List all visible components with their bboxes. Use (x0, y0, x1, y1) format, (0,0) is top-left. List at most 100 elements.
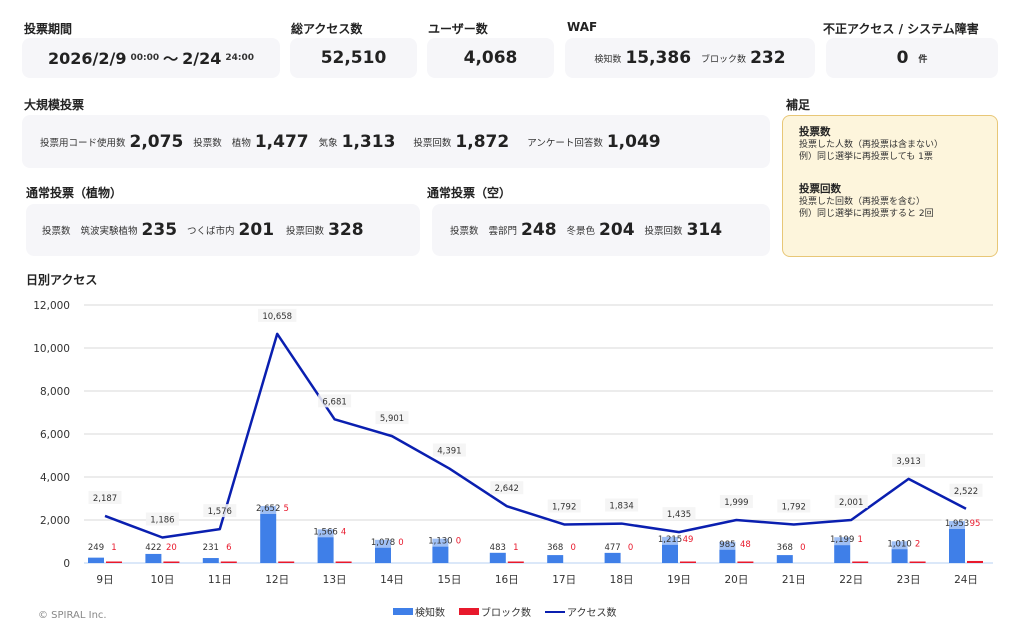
period-separator: ～ (163, 49, 179, 68)
access-value-label: 10,658 (262, 312, 292, 322)
large-vote-label: 大規模投票 (24, 98, 85, 112)
legend-block[interactable]: ブロック数 (459, 604, 531, 619)
block-bar[interactable] (278, 561, 295, 564)
plant-a-value: 235 (141, 220, 178, 240)
label-bg (545, 540, 566, 553)
incidents-value: 0 (896, 48, 909, 68)
access-value-label: 4,391 (437, 447, 461, 457)
label-bg (487, 540, 508, 553)
detect-value-label: 1,078 (371, 538, 395, 548)
x-tick-label: 16日 (495, 574, 519, 586)
detect-bar[interactable] (489, 552, 506, 563)
detect-bar[interactable] (604, 552, 621, 563)
waf-detect-label: 検知数 (594, 54, 622, 65)
period-label: 投票期間 (24, 22, 73, 36)
block-bar[interactable] (852, 561, 869, 564)
block-bar[interactable] (909, 561, 926, 564)
users-label: ユーザー数 (428, 22, 488, 36)
label-bg (826, 532, 858, 546)
normal-plant-card: 投票数 筑波実験植物 235 つくば市内 201 投票回数 328 (26, 204, 420, 256)
sky-a-label: 雲部門 (488, 226, 518, 237)
label-bg (143, 540, 164, 553)
large-votes-label: 投票数 (193, 137, 222, 149)
block-bar[interactable] (163, 561, 180, 564)
note-votes-line1: 投票した人数（再投票は含まない） (799, 140, 944, 150)
sky-votes-label: 投票数 (450, 226, 479, 237)
block-bar[interactable] (220, 561, 237, 564)
block-value-label: 1 (111, 543, 116, 553)
total-access-label: 総アクセス数 (291, 22, 363, 36)
y-tick-label: 12,000 (33, 300, 70, 312)
detect-bar[interactable] (776, 555, 793, 563)
label-bg (777, 499, 811, 513)
period-start-date: 2026/2/9 (47, 48, 127, 68)
block-bar[interactable] (737, 561, 754, 564)
detect-bar[interactable] (949, 521, 965, 563)
x-tick-label: 19日 (667, 574, 691, 586)
detect-bar[interactable] (317, 529, 334, 563)
daily-access-title: 日別アクセス (26, 273, 98, 287)
normal-plant-label: 通常投票（植物） (26, 186, 123, 200)
block-value-label: 1 (513, 543, 518, 553)
x-tick-label: 9日 (96, 574, 113, 586)
y-tick-label: 2,000 (40, 515, 70, 527)
detect-bar[interactable] (260, 505, 277, 563)
label-bg (88, 490, 122, 504)
label-bg (252, 500, 284, 514)
detect-bar[interactable] (202, 558, 219, 563)
x-tick-label: 15日 (437, 574, 461, 586)
total-access-value: 52,510 (320, 48, 387, 68)
weather-value: 1,313 (341, 131, 396, 152)
label-bg (375, 411, 409, 425)
survey-value: 1,049 (606, 131, 661, 152)
x-tick-label: 18日 (610, 574, 634, 586)
detect-value-label: 368 (777, 543, 793, 553)
access-value-label: 1,435 (667, 510, 691, 520)
detect-bar[interactable] (547, 555, 564, 563)
label-bg (200, 540, 221, 553)
period-start-time: 00:00 (130, 53, 160, 63)
access-value-label: 1,186 (150, 516, 174, 526)
block-value-label: 4 (341, 527, 346, 537)
detect-value-label: 249 (88, 543, 104, 553)
block-bar[interactable] (507, 561, 524, 564)
x-tick-label: 10日 (150, 574, 174, 586)
label-bg (424, 533, 456, 547)
normal-sky-label: 通常投票（空） (427, 186, 512, 200)
block-value-label: 49 (683, 535, 694, 545)
plant-a-label: 筑波実験植物 (80, 226, 138, 237)
label-bg (774, 540, 795, 553)
block-bar[interactable] (967, 560, 983, 563)
large-vote-card: 投票用コード使用数 2,075 投票数 植物 1,477 気象 1,313 投票… (22, 115, 770, 168)
block-value-label: 2 (915, 539, 920, 549)
access-value-label: 2,642 (495, 484, 519, 494)
sky-b-label: 冬景色 (566, 226, 596, 237)
y-tick-label: 4,000 (40, 472, 70, 484)
detect-value-label: 2,652 (256, 504, 280, 514)
label-bg (949, 483, 983, 497)
label-bg (654, 531, 686, 545)
label-bg (717, 536, 738, 550)
period-card: 2026/2/9 00:00 ～ 2/24 24:00 (22, 38, 280, 78)
code-used-value: 2,075 (129, 131, 184, 152)
legend-detect[interactable]: 検知数 (393, 604, 445, 619)
note-count-line1: 投票した回数（再投票を含む） (799, 197, 926, 207)
label-bg (719, 495, 753, 509)
plant-count-value: 328 (328, 220, 364, 240)
legend-access[interactable]: アクセス数 (545, 604, 617, 619)
chart-legend: 検知数 ブロック数 アクセス数 (393, 604, 631, 619)
block-bar[interactable] (680, 561, 696, 564)
access-value-label: 2,001 (839, 498, 863, 508)
detect-value-label: 422 (145, 543, 161, 553)
block-bar[interactable] (335, 561, 352, 564)
legend-access-swatch (545, 610, 565, 613)
block-value-label: 0 (456, 537, 461, 547)
detect-bar[interactable] (88, 557, 104, 563)
access-value-label: 2,187 (93, 494, 117, 504)
block-value-label: 1 (857, 535, 862, 545)
detect-bar[interactable] (145, 553, 162, 563)
access-value-label: 6,681 (322, 397, 346, 407)
access-line[interactable] (104, 332, 967, 539)
block-bar[interactable] (106, 561, 122, 564)
